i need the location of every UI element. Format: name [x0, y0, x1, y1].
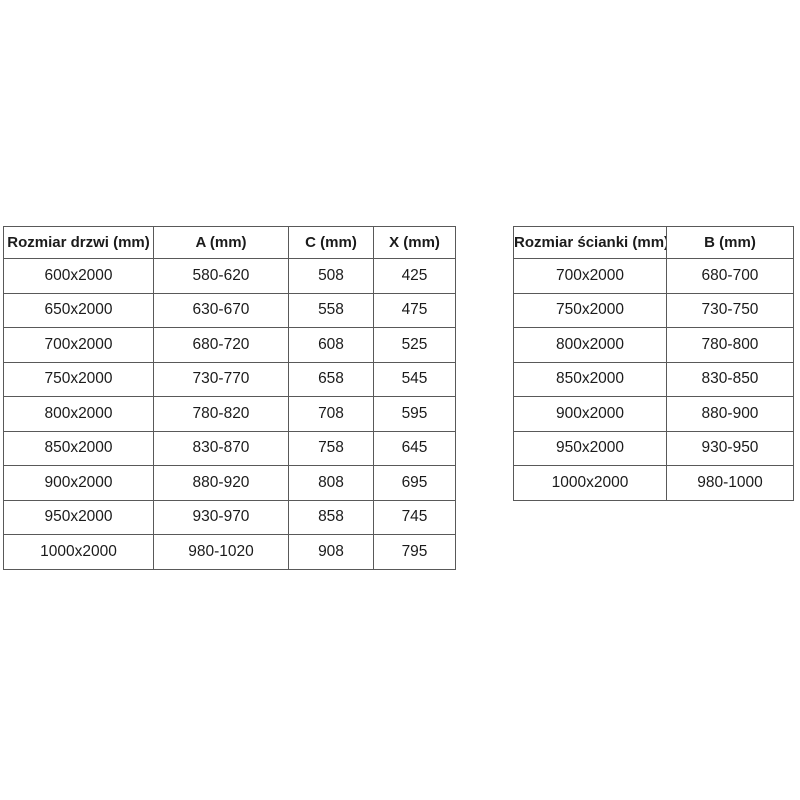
table-row: 950x2000 930-950	[513, 430, 794, 466]
table-cell: 680-700	[666, 258, 794, 294]
table-cell: 700x2000	[3, 327, 154, 363]
table-cell: 608	[288, 327, 374, 363]
table-cell: 1000x2000	[3, 534, 154, 570]
table-cell: 830-870	[153, 430, 289, 466]
table-cell: 695	[373, 465, 456, 501]
table-row: 750x2000 730-770 658 545	[3, 361, 456, 397]
column-header: B (mm)	[666, 226, 794, 259]
table-row: 850x2000 830-850	[513, 361, 794, 397]
table-cell: 880-920	[153, 465, 289, 501]
table-cell: 545	[373, 361, 456, 397]
table-cell: 475	[373, 292, 456, 328]
table-row: 900x2000 880-920 808 695	[3, 465, 456, 501]
table-cell: 950x2000	[513, 430, 667, 466]
table-cell: 750x2000	[513, 292, 667, 328]
table-cell: 780-820	[153, 396, 289, 432]
table-cell: 650x2000	[3, 292, 154, 328]
table-cell: 750x2000	[3, 361, 154, 397]
table-row: 1000x2000 980-1000	[513, 465, 794, 501]
wall-dimensions-table: Rozmiar ścianki (mm) B (mm) 700x2000 680-70…	[513, 226, 794, 501]
table-cell: 850x2000	[3, 430, 154, 466]
column-header: Rozmiar drzwi (mm)	[3, 226, 154, 259]
table-cell: 980-1000	[666, 465, 794, 501]
table-cell: 800x2000	[3, 396, 154, 432]
header-row: Rozmiar drzwi (mm) A (mm) C (mm) X (mm)	[3, 226, 456, 259]
table-cell: 525	[373, 327, 456, 363]
table-row: 600x2000 580-620 508 425	[3, 258, 456, 294]
table-cell: 645	[373, 430, 456, 466]
table-row: 650x2000 630-670 558 475	[3, 292, 456, 328]
table-row: 700x2000 680-700	[513, 258, 794, 294]
column-header: A (mm)	[153, 226, 289, 259]
table-cell: 858	[288, 499, 374, 535]
table-cell: 580-620	[153, 258, 289, 294]
table-cell: 930-950	[666, 430, 794, 466]
table-cell: 680-720	[153, 327, 289, 363]
table-cell: 745	[373, 499, 456, 535]
table-cell: 900x2000	[513, 396, 667, 432]
table-cell: 730-750	[666, 292, 794, 328]
table-cell: 1000x2000	[513, 465, 667, 501]
table-cell: 930-970	[153, 499, 289, 535]
door-dimensions-table: Rozmiar drzwi (mm) A (mm) C (mm) X (mm) 600x…	[3, 226, 456, 570]
table-row: 1000x2000 980-1020 908 795	[3, 534, 456, 570]
table-cell: 980-1020	[153, 534, 289, 570]
table-cell: 630-670	[153, 292, 289, 328]
table-cell: 600x2000	[3, 258, 154, 294]
table-cell: 780-800	[666, 327, 794, 363]
table-cell: 730-770	[153, 361, 289, 397]
table-cell: 908	[288, 534, 374, 570]
column-header: X (mm)	[373, 226, 456, 259]
table-cell: 595	[373, 396, 456, 432]
header-row: Rozmiar ścianki (mm) B (mm)	[513, 226, 794, 259]
table-cell: 880-900	[666, 396, 794, 432]
table-cell: 830-850	[666, 361, 794, 397]
table-row: 750x2000 730-750	[513, 292, 794, 328]
column-header: C (mm)	[288, 226, 374, 259]
table-row: 900x2000 880-900	[513, 396, 794, 432]
table-cell: 425	[373, 258, 456, 294]
table-row: 700x2000 680-720 608 525	[3, 327, 456, 363]
table-cell: 708	[288, 396, 374, 432]
table-cell: 700x2000	[513, 258, 667, 294]
table-cell: 658	[288, 361, 374, 397]
table-cell: 758	[288, 430, 374, 466]
table-cell: 950x2000	[3, 499, 154, 535]
table-row: 850x2000 830-870 758 645	[3, 430, 456, 466]
column-header: Rozmiar ścianki (mm)	[513, 226, 667, 259]
table-row: 950x2000 930-970 858 745	[3, 499, 456, 535]
table-cell: 795	[373, 534, 456, 570]
table-cell: 558	[288, 292, 374, 328]
table-cell: 850x2000	[513, 361, 667, 397]
table-cell: 800x2000	[513, 327, 667, 363]
table-cell: 508	[288, 258, 374, 294]
table-row: 800x2000 780-820 708 595	[3, 396, 456, 432]
table-cell: 808	[288, 465, 374, 501]
table-cell: 900x2000	[3, 465, 154, 501]
table-row: 800x2000 780-800	[513, 327, 794, 363]
